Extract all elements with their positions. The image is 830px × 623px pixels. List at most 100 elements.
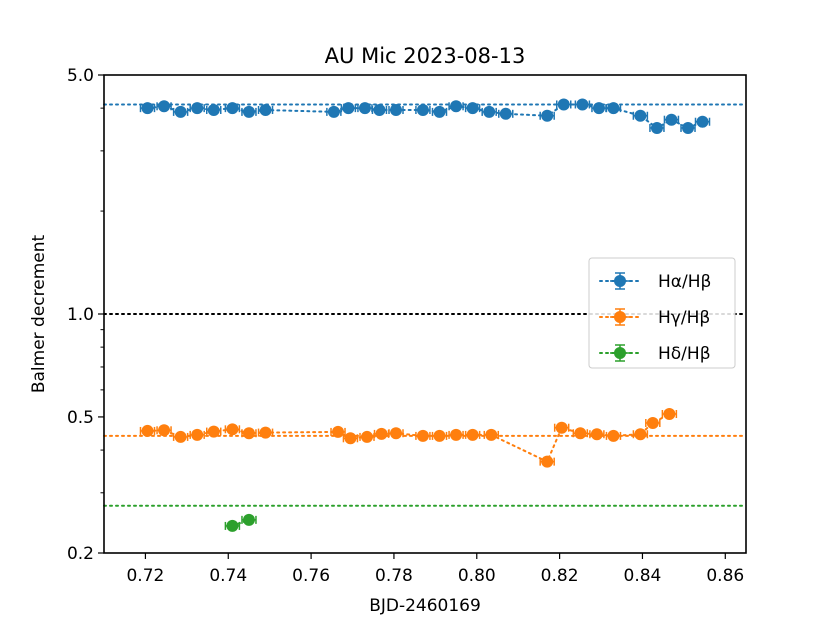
data-point <box>448 428 464 441</box>
data-point <box>357 102 373 115</box>
x-tick-label: 0.76 <box>292 566 330 586</box>
data-marker <box>607 429 620 442</box>
legend-marker <box>614 275 626 287</box>
data-point <box>156 424 172 437</box>
data-point <box>224 102 241 115</box>
x-tick-label: 0.72 <box>126 566 164 586</box>
data-point <box>645 416 661 429</box>
data-marker <box>450 100 463 113</box>
data-point <box>632 109 649 122</box>
data-marker <box>226 423 239 436</box>
data-marker <box>541 109 554 122</box>
data-point <box>539 109 555 122</box>
x-tick-label: 0.84 <box>624 566 662 586</box>
data-point <box>342 432 359 445</box>
data-marker <box>259 426 272 439</box>
data-marker <box>450 428 463 441</box>
data-marker <box>696 115 709 128</box>
data-marker <box>158 100 171 113</box>
data-marker <box>342 102 355 115</box>
legend-entry: Hα/Hβ <box>599 272 711 292</box>
data-marker <box>242 105 255 118</box>
data-point <box>483 428 500 441</box>
data-marker <box>390 427 403 440</box>
data-point <box>206 425 222 438</box>
data-marker <box>466 428 479 441</box>
legend-label: Hδ/Hβ <box>658 344 711 364</box>
data-point <box>574 98 591 111</box>
data-marker <box>259 104 272 117</box>
data-marker <box>416 429 429 442</box>
data-point <box>464 102 481 115</box>
data-marker <box>634 428 647 441</box>
data-point <box>556 98 572 111</box>
data-marker <box>634 109 647 122</box>
data-point <box>206 104 222 117</box>
data-point <box>694 115 711 128</box>
data-point <box>481 105 497 118</box>
data-marker <box>158 424 171 437</box>
data-marker <box>466 102 479 115</box>
data-point <box>224 519 241 532</box>
data-point <box>172 105 189 118</box>
data-point <box>415 104 431 117</box>
series-1 <box>139 407 678 468</box>
data-point <box>189 102 205 115</box>
data-marker <box>607 102 620 115</box>
data-marker <box>590 428 603 441</box>
data-point <box>156 100 172 113</box>
data-point <box>605 102 622 115</box>
legend-label: Hγ/Hβ <box>658 308 710 328</box>
data-point <box>539 455 555 468</box>
series-2 <box>224 513 257 532</box>
x-tick-label: 0.82 <box>541 566 579 586</box>
data-point <box>649 121 665 134</box>
data-marker <box>191 102 204 115</box>
x-axis-ticks: 0.72 0.74 0.76 0.78 0.80 0.82 0.84 0.86 <box>126 553 744 586</box>
legend: Hα/Hβ Hγ/Hβ Hδ/Hβ <box>588 257 736 369</box>
data-marker <box>663 407 676 420</box>
data-marker <box>416 104 429 117</box>
data-marker <box>665 113 678 126</box>
data-point <box>139 102 156 115</box>
data-marker <box>541 455 554 468</box>
legend-entry: Hγ/Hβ <box>599 308 710 328</box>
legend-entry: Hδ/Hβ <box>599 344 711 364</box>
data-marker <box>174 105 187 118</box>
data-marker <box>226 519 239 532</box>
data-marker <box>327 105 340 118</box>
data-marker <box>650 121 663 134</box>
data-marker <box>141 424 154 437</box>
data-point <box>257 426 274 439</box>
data-point <box>572 427 589 440</box>
legend-marker <box>614 311 626 323</box>
data-marker <box>592 102 605 115</box>
data-marker <box>682 121 695 134</box>
series-0 <box>139 98 711 134</box>
data-point <box>340 102 357 115</box>
data-marker <box>141 102 154 115</box>
data-point <box>415 429 431 442</box>
data-point <box>241 513 257 526</box>
data-marker <box>361 430 374 443</box>
x-tick-label: 0.86 <box>706 566 744 586</box>
chart-title: AU Mic 2023-08-13 <box>325 44 526 68</box>
y-tick-label: 1.0 <box>67 305 94 325</box>
data-point <box>241 427 257 440</box>
data-point <box>388 427 404 440</box>
data-point <box>663 113 680 126</box>
data-point <box>388 104 404 117</box>
y-tick-label: 0.2 <box>67 544 94 564</box>
data-marker <box>646 416 659 429</box>
y-axis-label: Balmer decrement <box>29 234 49 393</box>
y-tick-label: 0.5 <box>67 408 94 428</box>
legend-marker <box>614 347 626 359</box>
data-point <box>589 428 605 441</box>
data-marker <box>226 102 239 115</box>
data-point <box>448 100 464 113</box>
x-tick-label: 0.80 <box>458 566 496 586</box>
data-point <box>371 104 388 117</box>
data-point <box>359 430 375 443</box>
x-tick-label: 0.78 <box>375 566 413 586</box>
